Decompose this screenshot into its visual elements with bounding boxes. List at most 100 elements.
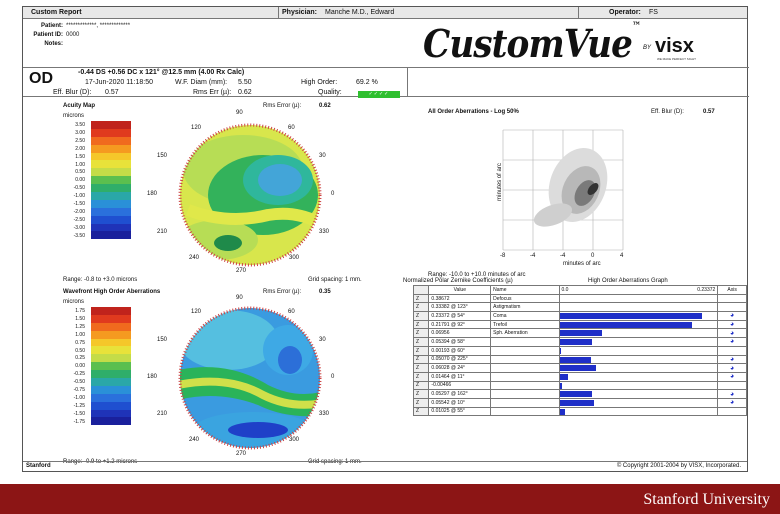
wave-scale-swatch <box>91 385 131 394</box>
zernike-name: Astigmatism <box>490 302 560 313</box>
acuity-scale-swatch <box>91 160 131 169</box>
zernike-bar <box>559 339 593 346</box>
zernike-value: 0.05297 @ 162° <box>428 389 492 399</box>
zernike-bar-cell <box>558 345 719 356</box>
wave-angle-60: 60 <box>288 309 295 315</box>
wave-scale-swatch <box>91 409 131 418</box>
acuity-scale-label: -1.00 <box>73 193 85 200</box>
zernike-axis-icon <box>717 406 747 417</box>
zernike-graph-title: High Order Aberrations Graph <box>588 278 668 284</box>
psf-range: Range: -10.0 to +10.0 minutes of arc <box>428 272 526 278</box>
zernike-row: Z 0.06956 Sph. Aberration ◕ <box>412 328 747 339</box>
zernike-name: Coma <box>490 311 560 321</box>
zernike-axis-icon: ◕ <box>717 354 747 365</box>
zernike-bar-cell <box>558 337 719 347</box>
custom-report: Custom Report Physician: Manche M.D., Ed… <box>22 6 749 472</box>
zernike-bar-cell <box>558 363 719 373</box>
psf-xtick-3: 0 <box>591 253 595 259</box>
col-axis: Axis <box>717 285 747 295</box>
zernike-symbol: Z <box>412 337 430 347</box>
wave-scale-swatch <box>91 354 131 363</box>
physician-value: Manche M.D., Edward <box>325 9 395 16</box>
acuity-angle-300: 300 <box>289 255 300 261</box>
zernike-symbol: Z <box>412 293 430 304</box>
wavefront-rms-label: Rms Error (µ): <box>263 289 302 295</box>
acuity-scale-label: 3.00 <box>75 129 85 136</box>
wave-scale-label: 1.75 <box>75 308 85 314</box>
acuity-angle-240: 240 <box>189 255 200 261</box>
zernike-bar-cell <box>558 311 719 321</box>
zernike-row: Z 0.01025 @ 55° <box>412 406 747 417</box>
zernike-row: Z 0.05394 @ 58° ◕ <box>412 337 747 347</box>
psf-title: All Order Aberrations - Log 50% <box>428 109 519 115</box>
zernike-name <box>490 406 560 417</box>
wave-scale-swatch <box>91 346 131 355</box>
operator-value: FS <box>649 9 658 16</box>
wave-angle-330: 330 <box>319 411 330 417</box>
zernike-name <box>490 389 560 399</box>
zernike-row: Z 0.33382 @ 123° Astigmatism <box>412 302 747 313</box>
graph-max: 0.23372 <box>697 287 716 293</box>
acuity-scale-swatch <box>91 144 131 153</box>
zernike-header-row: Value Name 0.0 0.23372 Axis <box>412 285 747 295</box>
psf-xtick-1: -4 <box>530 253 536 259</box>
psf-blur-label: Eff. Blur (D): <box>651 109 684 115</box>
acuity-scale-label: 2.00 <box>75 145 85 152</box>
zernike-row: Z 0.00193 @ 60° <box>412 345 747 356</box>
wave-scale-swatch <box>91 417 131 426</box>
zernike-row: Z 0.05542 @ 10° ◕ <box>412 397 747 408</box>
zernike-value: 0.05394 @ 58° <box>428 337 492 347</box>
wave-scale-label: -0.25 <box>73 371 85 378</box>
zernike-bar <box>559 382 563 389</box>
zernike-symbol: Z <box>412 380 430 391</box>
exam-summary: OD -0.44 DS +0.56 DC x 121° @12.5 mm (4.… <box>23 67 749 98</box>
acuity-angle-150: 150 <box>157 153 168 159</box>
high-order-label: High Order: <box>301 79 338 86</box>
wave-angle-300: 300 <box>289 437 300 443</box>
zernike-value: 0.38672 <box>428 293 492 304</box>
zernike-name <box>490 371 560 382</box>
zernike-symbol: Z <box>412 389 430 399</box>
zernike-bar-cell <box>558 319 719 330</box>
zernike-bar <box>559 356 591 363</box>
acuity-scale-swatch <box>91 168 131 177</box>
acuity-scale-swatch <box>91 215 131 224</box>
wave-scale-label: 1.50 <box>75 315 85 322</box>
wave-scale-label: -0.50 <box>73 379 85 386</box>
report-title: Custom Report <box>31 9 82 16</box>
acuity-angle-120: 120 <box>191 125 202 131</box>
zernike-axis-icon: ◕ <box>717 311 747 321</box>
acuity-range: Range: -0.8 to +3.0 microns <box>63 277 138 283</box>
wave-scale-swatch <box>91 314 131 323</box>
zernike-value: 0.00193 @ 60° <box>428 345 492 356</box>
footer-left: Stanford <box>26 463 51 469</box>
zernike-name <box>490 354 560 365</box>
acuity-scale-label: 3.50 <box>75 122 85 128</box>
report-header: Custom Report Physician: Manche M.D., Ed… <box>23 7 747 19</box>
zernike-axis-icon: ◕ <box>717 397 747 408</box>
psf-plot <box>502 129 624 251</box>
report-footer: Stanford © Copyright 2001-2004 by VISX, … <box>23 461 747 471</box>
acuity-scale-label: -2.50 <box>73 216 85 223</box>
zernike-row: Z 0.38672 Defocus <box>412 293 747 304</box>
zernike-bar-cell <box>558 406 719 417</box>
zernike-row: Z 0.23372 @ 54° Coma ◕ <box>412 311 747 321</box>
wave-scale-label: -1.00 <box>73 394 85 401</box>
acuity-angle-30: 30 <box>319 153 326 159</box>
acuity-scale-swatch <box>91 176 131 185</box>
acuity-scale-label: 1.50 <box>75 153 85 160</box>
acuity-scale-label: 0.00 <box>75 177 85 184</box>
acuity-scale-label: 0.50 <box>75 169 85 176</box>
rms-value: 0.62 <box>238 89 252 96</box>
acuity-scale-swatch <box>91 192 131 200</box>
wave-angle-120: 120 <box>191 309 202 315</box>
acuity-unit: microns <box>63 113 85 119</box>
zernike-bar-cell <box>558 328 719 339</box>
wave-scale-swatch <box>91 330 131 339</box>
wf-diam-label: W.F. Diam (mm): <box>175 79 228 86</box>
wave-scale-swatch <box>91 401 131 410</box>
acuity-scale-swatch <box>91 207 131 216</box>
zernike-bar-cell <box>558 302 719 313</box>
acuity-title: Acuity Map <box>63 103 96 109</box>
zernike-name: Trefoil <box>490 319 560 330</box>
